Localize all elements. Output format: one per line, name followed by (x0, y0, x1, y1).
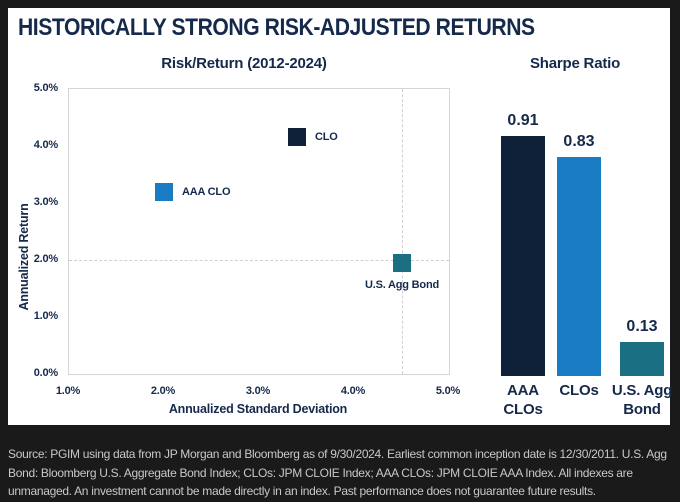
bar-value-label: 0.13 (626, 318, 658, 335)
x-tick-label: 5.0% (435, 385, 461, 397)
scatter-point-marker (393, 254, 411, 272)
bar-value-label: 0.91 (507, 112, 539, 129)
bar-category-label: U.S. Agg Bond (611, 382, 673, 418)
bar-1 (557, 157, 601, 376)
x-tick-label: 2.0% (150, 385, 176, 397)
bar-category-label: CLOs (559, 382, 599, 399)
y-tick-label: 1.0% (33, 310, 58, 322)
scatter-point-marker (288, 128, 306, 146)
y-tick-label: 2.0% (33, 253, 58, 265)
scatter-point-label: AAA CLO (182, 186, 231, 198)
x-tick-label: 4.0% (340, 385, 366, 397)
dashed-gridline-horizontal (69, 260, 449, 261)
bar-value-label: 0.83 (563, 133, 595, 150)
x-tick-label: 3.0% (245, 385, 271, 397)
scatter-point-marker (155, 183, 173, 201)
y-tick-label: 0.0% (33, 367, 58, 379)
bar-0 (501, 136, 545, 376)
bar-chart-area: 0.91 0.83 0.13 (480, 88, 672, 376)
bar-chart-title: Sharpe Ratio (529, 55, 621, 72)
y-tick-label: 5.0% (33, 82, 58, 94)
scatter-chart-title: Risk/Return (2012-2024) (161, 55, 327, 72)
bar-category-label: AAA CLOs (503, 382, 543, 418)
dashed-gridline-vertical (402, 89, 403, 374)
x-tick-label: 1.0% (55, 385, 81, 397)
y-tick-label: 3.0% (33, 196, 58, 208)
source-footnote: Source: PGIM using data from JP Morgan a… (8, 447, 667, 499)
y-tick-label: 4.0% (33, 139, 58, 151)
chart-card: HISTORICALLY STRONG RISK-ADJUSTED RETURN… (8, 8, 672, 425)
scatter-point-label: U.S. Agg Bond (365, 279, 439, 291)
bar-2 (620, 342, 664, 376)
scatter-point-label: CLO (315, 131, 338, 143)
scatter-plot-area: CLO AAA CLO U.S. Agg Bond (68, 88, 450, 375)
x-axis-title: Annualized Standard Deviation (168, 402, 348, 416)
page-title: HISTORICALLY STRONG RISK-ADJUSTED RETURN… (18, 14, 535, 41)
